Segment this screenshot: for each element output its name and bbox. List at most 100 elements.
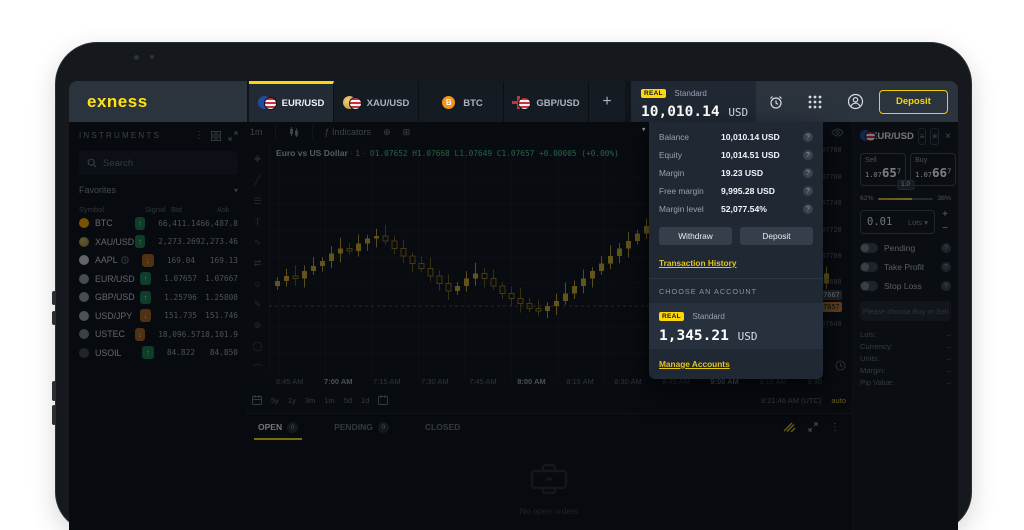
channel-icon[interactable]: ☰	[253, 196, 262, 206]
usdjpy-symbol-icon	[79, 310, 89, 321]
range-1m[interactable]: 1m	[324, 395, 335, 405]
expand-panel-icon[interactable]	[808, 422, 818, 432]
kebab-menu-icon[interactable]: ⋮	[194, 130, 204, 141]
crosshair-icon[interactable]: ✚	[253, 154, 262, 164]
instrument-row-btc[interactable]: BTC ↑ 66,411.14 66,487.8	[79, 214, 238, 233]
empty-state: No open orders	[246, 462, 852, 516]
utc-clock-label[interactable]: 9:21:46 AM (UTC)	[760, 395, 822, 405]
close-panel-icon[interactable]: ×	[945, 131, 951, 142]
measure-icon[interactable]: ◯	[252, 341, 263, 351]
gbpusd-symbol-icon	[79, 292, 89, 303]
volume-increase-button[interactable]: +	[942, 209, 948, 220]
manage-accounts-link[interactable]: Manage Accounts	[659, 359, 730, 369]
instrument-row-xauusd[interactable]: XAU/USD ↑ 2,273.269 2,273.46	[79, 233, 238, 252]
timeframe-button[interactable]: 1m	[250, 127, 263, 137]
pending-toggle[interactable]	[860, 243, 878, 253]
tab-eurusd[interactable]: EUR/USD	[249, 81, 334, 122]
arrows-tool-icon[interactable]: ⇄	[253, 258, 262, 268]
gold-symbol-icon	[79, 236, 89, 247]
instrument-row-eurusd[interactable]: EUR/USD ↑ 1.07657 1.07667	[79, 270, 238, 289]
tab-open-orders[interactable]: OPEN 0	[253, 414, 303, 440]
brush-icon[interactable]: ✎	[253, 299, 262, 309]
trendline-icon[interactable]: ╱	[254, 175, 261, 185]
range-selector: 5y 1y 3m 1m 5d 1d 9:21:46 AM (UTC) auto	[252, 395, 846, 405]
take-profit-toggle[interactable]	[860, 262, 878, 272]
search-input[interactable]: Search	[79, 151, 238, 175]
transaction-history-link[interactable]: Transaction History	[659, 258, 737, 268]
account-summary-dropdown[interactable]: REAL Standard 10,010.14 USD ▾	[631, 81, 756, 135]
account-dropdown-menu: Balance 10,010.14 USD ? Equity 10,014.51…	[649, 122, 823, 379]
range-5y[interactable]: 5y	[271, 395, 279, 405]
alarm-icon[interactable]	[756, 94, 796, 110]
date-range-icon[interactable]	[252, 395, 262, 405]
menu-deposit-button[interactable]: Deposit	[740, 227, 813, 245]
help-icon[interactable]: ?	[803, 168, 813, 178]
more-options-icon[interactable]: ⋮	[830, 421, 840, 433]
margin-level-row: Margin level 52,077.54% ?	[659, 200, 813, 218]
deposit-button[interactable]: Deposit	[878, 89, 948, 114]
drawing-toolbar: ✚ ╱ ☰ T ∿ ⇄ ☺ ✎ ⊕ ◯ ⌒	[246, 146, 270, 374]
zoom-in-icon[interactable]: ⊕	[253, 320, 262, 330]
help-icon[interactable]: ?	[803, 186, 813, 196]
close-all-icon[interactable]	[783, 422, 796, 432]
volume-input[interactable]: 0.01 Lots ▾	[860, 210, 935, 234]
help-icon[interactable]: ?	[941, 243, 951, 253]
range-3m[interactable]: 3m	[304, 395, 316, 405]
buy-button[interactable]: Buy 1.07667	[910, 153, 957, 186]
tab-pending-orders[interactable]: PENDING 0	[334, 414, 389, 440]
instrument-row-usoil[interactable]: USOIL ↑ 84.822 84.850	[79, 344, 238, 363]
help-icon[interactable]: ?	[941, 262, 951, 272]
apps-grid-icon[interactable]	[796, 95, 836, 109]
market-closed-clock-icon	[120, 256, 129, 264]
confirm-order-button[interactable]: Please choose Buy or Sell	[860, 301, 951, 321]
withdraw-button[interactable]: Withdraw	[659, 227, 732, 245]
panel-settings-icon[interactable]: ✳	[930, 128, 940, 145]
signal-down-icon: ↓	[141, 253, 154, 267]
help-icon[interactable]: ?	[803, 132, 813, 142]
stop-loss-row: Stop Loss ?	[860, 281, 951, 291]
account-list-item[interactable]: REAL Standard 1,345.21 USD	[649, 303, 823, 349]
instrument-row-ustec[interactable]: USTEC ↓ 18,096.57 18,101.9	[79, 325, 238, 344]
tab-xauusd[interactable]: XAU/USD	[334, 81, 419, 122]
tab-btc[interactable]: B BTC	[419, 81, 504, 122]
account-type: Standard	[674, 89, 707, 99]
emoji-tool-icon[interactable]: ☺	[252, 279, 263, 289]
watchlist-filter-select[interactable]: Favorites ▾	[79, 185, 238, 195]
timezone-clock-icon[interactable]	[835, 360, 846, 371]
layout-grid-icon[interactable]	[211, 130, 221, 141]
range-5d[interactable]: 5d	[343, 395, 353, 405]
instrument-row-aapl[interactable]: AAPL ↓ 169.04 169.13	[79, 251, 238, 270]
tab-gbpusd[interactable]: GBP/USD	[504, 81, 589, 122]
balance-row: Balance 10,010.14 USD ?	[659, 128, 813, 146]
spread-badge: 1.0	[896, 180, 915, 190]
compare-icon[interactable]: ⊕	[383, 126, 391, 137]
instrument-row-usdjpy[interactable]: USD/JPY ↓ 151.735 151.746	[79, 307, 238, 326]
magnet-icon[interactable]: ⌒	[252, 364, 262, 374]
one-click-trading-icon[interactable]: ≡	[917, 128, 927, 145]
tab-closed-orders[interactable]: CLOSED	[424, 422, 461, 432]
indicators-button[interactable]: ƒ Indicators	[324, 127, 372, 137]
text-tool-icon[interactable]: T	[254, 217, 261, 227]
range-1d[interactable]: 1d	[361, 395, 370, 405]
volume-unit-select[interactable]: Lots ▾	[907, 217, 928, 227]
help-icon[interactable]: ?	[941, 281, 951, 291]
instrument-row-gbpusd[interactable]: GBP/USD ↑ 1.25796 1.25808	[79, 288, 238, 307]
stop-loss-toggle[interactable]	[860, 281, 878, 291]
range-1y[interactable]: 1y	[287, 395, 296, 405]
chart-settings-icon[interactable]: ⊞	[402, 126, 411, 137]
choose-account-label: CHOOSE AN ACCOUNT	[659, 287, 758, 296]
help-icon[interactable]: ?	[803, 204, 813, 214]
pattern-icon[interactable]: ∿	[253, 237, 262, 247]
auto-scale-label[interactable]: auto	[831, 395, 846, 405]
profile-icon[interactable]	[835, 93, 875, 110]
header-icons: Deposit	[756, 81, 958, 122]
eurusd-symbol-icon	[79, 273, 89, 284]
add-tab-button[interactable]: +	[589, 81, 625, 122]
candle-type-icon[interactable]	[288, 126, 300, 138]
app-header: exness EUR/USD XAU/USD	[69, 81, 958, 135]
go-to-date-icon[interactable]	[378, 395, 389, 405]
help-icon[interactable]: ?	[803, 150, 813, 160]
volume-decrease-button[interactable]: −	[942, 223, 948, 234]
expand-icon[interactable]	[228, 131, 238, 141]
